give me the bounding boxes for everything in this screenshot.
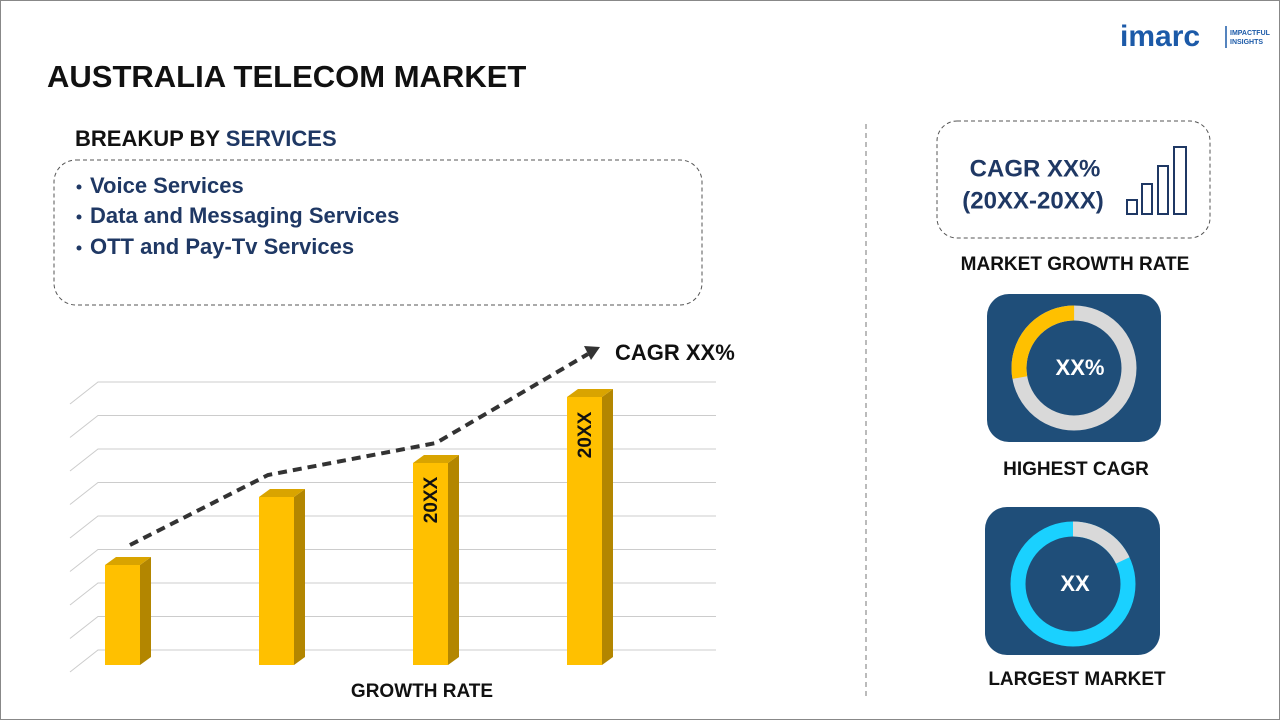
logo-brand: imarc	[1120, 20, 1200, 53]
icon-bar	[1157, 165, 1169, 215]
bar-top	[259, 489, 305, 497]
breakup-highlight: SERVICES	[226, 126, 337, 151]
trend-arrow	[584, 346, 600, 360]
grid-line	[69, 549, 716, 572]
bullet	[76, 214, 82, 220]
grid-line	[69, 448, 716, 472]
bullet	[76, 184, 82, 190]
bar-top	[567, 389, 613, 397]
icon-bar	[1126, 199, 1138, 215]
grid-line	[69, 616, 716, 639]
chart-axis-label: GROWTH RATE	[351, 681, 493, 702]
chart-cagr: CAGR XX%	[615, 340, 735, 365]
grid-line	[69, 582, 716, 606]
grid-line	[69, 649, 716, 673]
bar-top	[413, 455, 459, 463]
bar-side	[140, 557, 151, 665]
breakup-item: Voice Services	[90, 173, 244, 198]
grid-line	[69, 381, 716, 405]
bar-front	[259, 497, 294, 665]
donut-value: XX%	[1056, 355, 1105, 380]
cagr-text: CAGR XX%	[970, 155, 1101, 182]
logo-tagline: INSIGHTS	[1230, 39, 1263, 46]
bar-top	[105, 557, 151, 565]
cagr-box	[936, 120, 1211, 239]
trend-line	[129, 352, 590, 547]
card-label: HIGHEST CAGR	[1003, 459, 1149, 480]
card-label: LARGEST MARKET	[988, 669, 1166, 690]
chart-bars	[105, 389, 613, 665]
breakup-heading: BREAKUP BY SERVICES	[75, 126, 337, 151]
grid-line	[69, 482, 716, 505]
bar-front	[105, 565, 140, 665]
icon-bar	[1173, 146, 1187, 215]
breakup-box	[53, 159, 703, 306]
donut-value: XX	[1060, 571, 1090, 596]
breakup-prefix: BREAKUP BY	[75, 126, 220, 151]
chart-grid	[69, 381, 716, 673]
icon-bar	[1141, 183, 1153, 215]
bar-side	[448, 455, 459, 665]
bar-side	[294, 489, 305, 665]
bullet	[76, 245, 82, 251]
donut-arc	[1010, 521, 1136, 647]
donut-arc	[1011, 305, 1137, 431]
breakup-item: Data and Messaging Services	[90, 203, 399, 228]
bar-front	[567, 397, 602, 665]
bar-label: 20XX	[421, 476, 442, 523]
title: AUSTRALIA TELECOM MARKET	[47, 59, 526, 94]
cagr-period: (20XX-20XX)	[962, 187, 1103, 214]
grid-line	[69, 415, 716, 438]
bar-label: 20XX	[575, 411, 596, 458]
bar-side	[602, 389, 613, 665]
grid-line	[69, 515, 716, 539]
bar-front	[413, 463, 448, 665]
growth-icon	[1126, 146, 1187, 215]
card-label: MARKET GROWTH RATE	[961, 254, 1190, 275]
breakup-item: OTT and Pay-Tv Services	[90, 234, 354, 259]
logo-tagline: IMPACTFUL	[1230, 30, 1271, 37]
